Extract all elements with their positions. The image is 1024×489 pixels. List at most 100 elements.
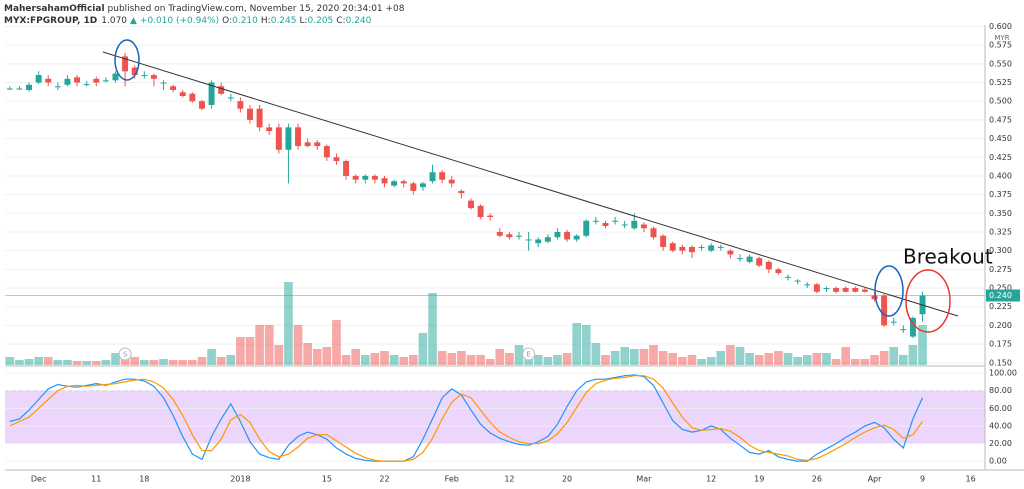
- candle-body: [26, 84, 32, 91]
- volume-bar: [341, 355, 351, 365]
- volume-bar: [188, 360, 197, 365]
- volume-bar: [370, 353, 380, 365]
- volume-bar: [485, 359, 495, 365]
- volume-bar: [332, 320, 341, 365]
- trendline: [102, 51, 959, 317]
- candle-body: [448, 179, 455, 184]
- candle-body: [198, 101, 205, 109]
- y-tick-label: 0.00: [989, 457, 1007, 466]
- candle-body: [564, 231, 571, 240]
- volume-bar: [783, 353, 793, 365]
- volume-bar: [716, 351, 726, 365]
- volume-bar: [91, 361, 101, 365]
- symbol: MYX:FPGROUP, 1D: [4, 16, 97, 26]
- volume-bar: [447, 353, 457, 365]
- y-tick-label: 40.00: [989, 421, 1012, 430]
- y-tick-label: 20.00: [989, 439, 1012, 448]
- candle-body: [256, 108, 263, 128]
- candle-body: [640, 224, 647, 229]
- volume-bar: [831, 359, 841, 365]
- candle-body: [852, 288, 859, 292]
- volume-bar: [870, 355, 879, 365]
- candle-body: [823, 288, 830, 290]
- candle-body: [266, 127, 273, 132]
- y-tick-label: 60.00: [989, 404, 1012, 413]
- candle-body: [35, 75, 42, 83]
- y-tick-label: 100.00: [989, 369, 1017, 378]
- volume-bar: [322, 347, 332, 365]
- header-line: MYX:FPGROUP, 1D 1.070 ▲ +0.010 (+0.94%) O:0…: [4, 16, 372, 26]
- y-tick-label: 80.00: [989, 386, 1012, 395]
- y-tick-label: 0.500: [989, 97, 1012, 106]
- volume-bar: [841, 347, 851, 365]
- x-tick-label: 19: [754, 475, 764, 484]
- candle-body: [64, 78, 71, 85]
- volume-bar: [649, 345, 658, 365]
- candle-body: [295, 127, 302, 147]
- candle-body: [227, 97, 234, 99]
- candle-body: [362, 175, 369, 180]
- volume-bar: [15, 360, 24, 365]
- volume-bar: [428, 293, 437, 365]
- candle-body: [468, 200, 474, 209]
- volume-bar: [312, 349, 322, 365]
- candle-body: [333, 157, 340, 161]
- volume-bar: [226, 355, 236, 365]
- x-tick-label: 2018: [230, 475, 250, 484]
- volume-bar: [168, 360, 178, 365]
- candle-body: [516, 235, 522, 237]
- volume-bar: [418, 333, 428, 365]
- volume-bar: [130, 357, 140, 365]
- circle-marker: [905, 269, 951, 333]
- candle-body: [141, 75, 148, 77]
- volume-bar: [581, 325, 591, 365]
- candle-body: [708, 245, 715, 251]
- volume-bar: [505, 353, 514, 365]
- candle-body: [669, 243, 676, 251]
- y-tick-label: 0.275: [989, 265, 1012, 274]
- y-tick-label: 0.575: [989, 41, 1012, 50]
- candle-body: [496, 231, 503, 236]
- candle-body: [804, 284, 811, 286]
- candle-body: [179, 92, 186, 96]
- volume-bar: [745, 353, 754, 365]
- x-tick-label: 20: [562, 475, 572, 484]
- candle-body: [16, 88, 23, 90]
- candle-body: [660, 235, 667, 247]
- volume-bar: [255, 325, 264, 365]
- candle-body: [746, 256, 753, 262]
- event-marker: [118, 347, 132, 361]
- volume-bar: [543, 357, 553, 365]
- volume-bar: [284, 282, 293, 365]
- stoch-line: [9, 374, 924, 462]
- volume-bar: [149, 360, 159, 365]
- candle-body: [160, 82, 167, 84]
- last-price-box: [986, 289, 1020, 302]
- candle-body: [756, 258, 763, 266]
- x-tick-label: 12: [706, 475, 716, 484]
- candle-body: [102, 80, 109, 82]
- candle-body: [842, 288, 849, 292]
- y-tick-label: 0.475: [989, 115, 1012, 124]
- y-tick-label: 0.250: [989, 284, 1012, 293]
- volume-bar: [678, 357, 687, 365]
- volume-bar: [207, 349, 216, 365]
- candle-body: [83, 84, 90, 86]
- candle-body: [871, 295, 878, 300]
- candle-body: [679, 246, 686, 251]
- candle-body: [909, 317, 916, 337]
- volume-bar: [216, 357, 226, 365]
- candle-body: [900, 329, 907, 331]
- currency: MYR: [994, 34, 1009, 42]
- ohlc-value: 0.205: [308, 16, 334, 26]
- volume-bar: [236, 337, 245, 365]
- ohlc-value: 0.245: [271, 16, 297, 26]
- event-marker: [522, 347, 536, 361]
- candle-body: [650, 228, 657, 238]
- ohlc-value: 0.240: [346, 16, 372, 26]
- y-tick-label: 0.550: [989, 59, 1012, 68]
- y-tick-label: 0.175: [989, 340, 1012, 349]
- volume-bar: [53, 360, 63, 365]
- circle-marker: [874, 265, 904, 317]
- volume-bar: [197, 357, 207, 365]
